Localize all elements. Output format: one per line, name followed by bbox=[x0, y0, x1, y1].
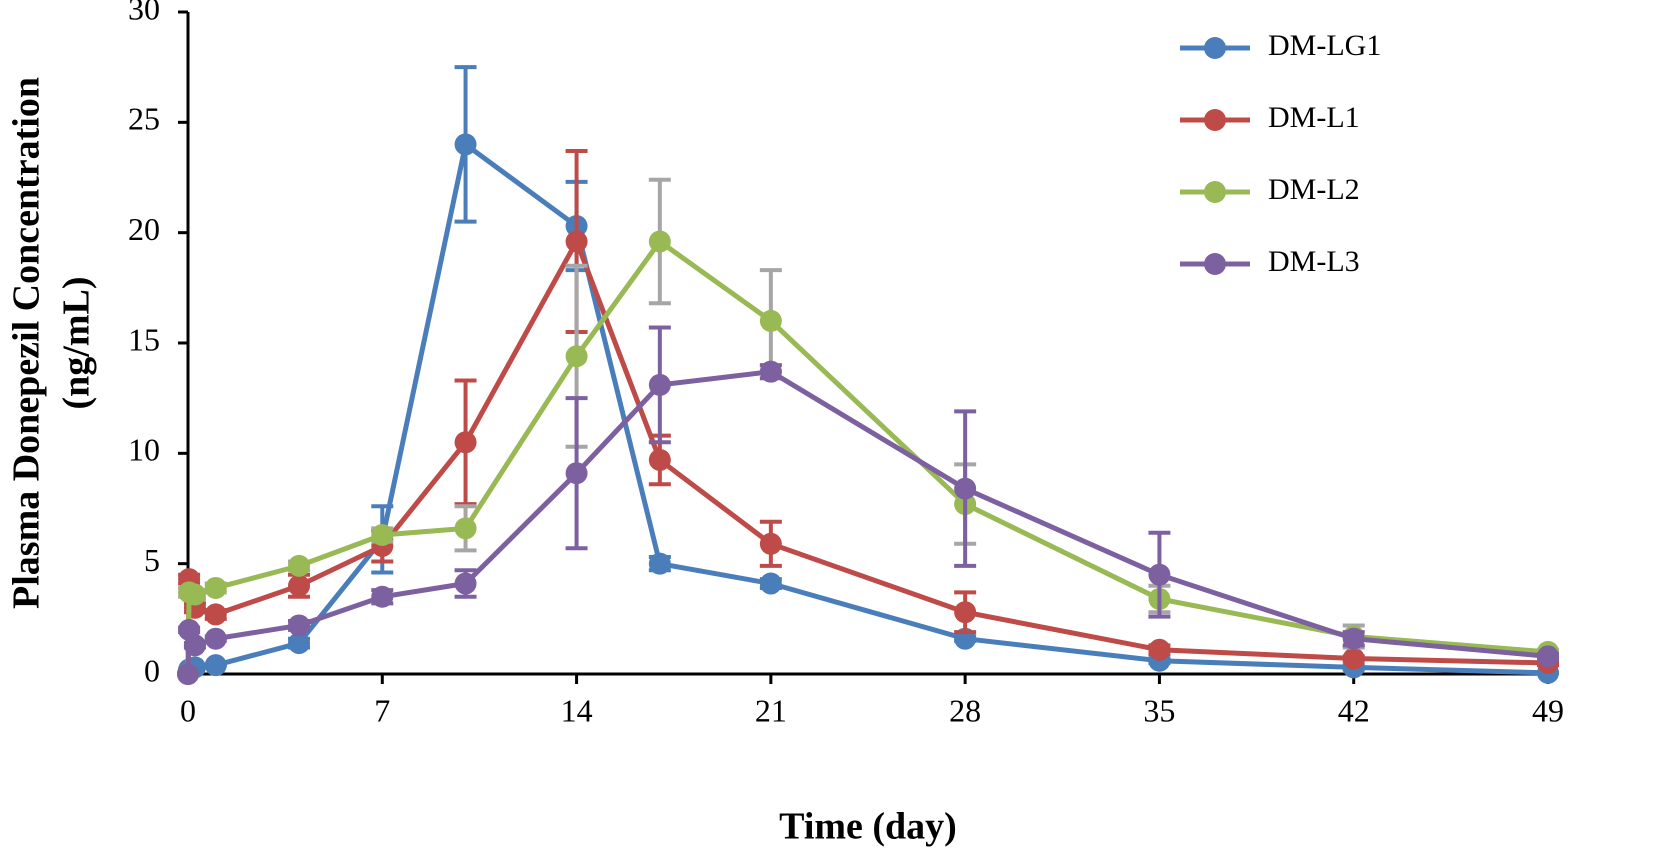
data-point bbox=[183, 634, 206, 657]
x-tick-label: 28 bbox=[949, 692, 981, 728]
data-point bbox=[204, 603, 227, 626]
data-point bbox=[648, 552, 671, 575]
y-tick-label: 5 bbox=[144, 542, 160, 578]
data-point bbox=[204, 627, 227, 650]
y-tick-label: 20 bbox=[128, 211, 160, 247]
data-point bbox=[454, 133, 477, 156]
data-point bbox=[648, 230, 671, 253]
data-point bbox=[759, 309, 782, 332]
data-point bbox=[177, 663, 199, 685]
x-tick-label: 0 bbox=[180, 692, 196, 728]
data-point bbox=[565, 345, 588, 368]
x-axis-title: Time (day) bbox=[779, 806, 957, 848]
legend-label: DM-L2 bbox=[1268, 173, 1360, 206]
legend-label: DM-L3 bbox=[1268, 245, 1360, 278]
y-tick-label: 0 bbox=[144, 652, 160, 688]
data-point bbox=[759, 532, 782, 555]
data-point bbox=[454, 572, 477, 595]
x-tick-label: 49 bbox=[1532, 692, 1564, 728]
data-point bbox=[288, 554, 311, 577]
data-point bbox=[371, 585, 394, 608]
legend-marker bbox=[1204, 253, 1226, 275]
data-point bbox=[204, 576, 227, 599]
data-point bbox=[1342, 627, 1365, 650]
data-point bbox=[1148, 638, 1171, 661]
data-point bbox=[204, 654, 227, 677]
data-point bbox=[565, 230, 588, 253]
data-point bbox=[954, 477, 977, 500]
data-point bbox=[759, 572, 782, 595]
y-axis-title: (ng/mL) bbox=[56, 277, 98, 410]
y-tick-label: 10 bbox=[128, 432, 160, 468]
legend-label: DM-L1 bbox=[1268, 101, 1360, 134]
y-tick-label: 25 bbox=[128, 101, 160, 137]
y-tick-label: 30 bbox=[128, 0, 160, 26]
x-tick-label: 14 bbox=[561, 692, 593, 728]
data-point bbox=[565, 462, 588, 485]
legend-marker bbox=[1204, 109, 1226, 131]
x-tick-label: 21 bbox=[755, 692, 787, 728]
data-point bbox=[1148, 563, 1171, 586]
data-point bbox=[1342, 647, 1365, 670]
x-tick-label: 35 bbox=[1143, 692, 1175, 728]
y-tick-label: 15 bbox=[128, 321, 160, 357]
legend-marker bbox=[1204, 37, 1226, 59]
y-axis-title: Plasma Donepezil Concentration bbox=[6, 77, 48, 609]
data-point bbox=[954, 601, 977, 624]
legend-label: DM-LG1 bbox=[1268, 29, 1381, 62]
data-point bbox=[454, 431, 477, 454]
data-point bbox=[183, 583, 206, 606]
series-line bbox=[185, 369, 1549, 675]
x-tick-label: 42 bbox=[1338, 692, 1370, 728]
data-point bbox=[648, 373, 671, 396]
data-point bbox=[288, 614, 311, 637]
data-point bbox=[371, 523, 394, 546]
data-point bbox=[1537, 645, 1559, 668]
x-tick-label: 7 bbox=[374, 692, 390, 728]
data-point bbox=[759, 360, 782, 383]
data-point bbox=[288, 574, 311, 597]
data-point bbox=[288, 632, 311, 655]
data-point bbox=[648, 448, 671, 471]
data-point bbox=[454, 517, 477, 540]
legend-marker bbox=[1204, 181, 1226, 203]
